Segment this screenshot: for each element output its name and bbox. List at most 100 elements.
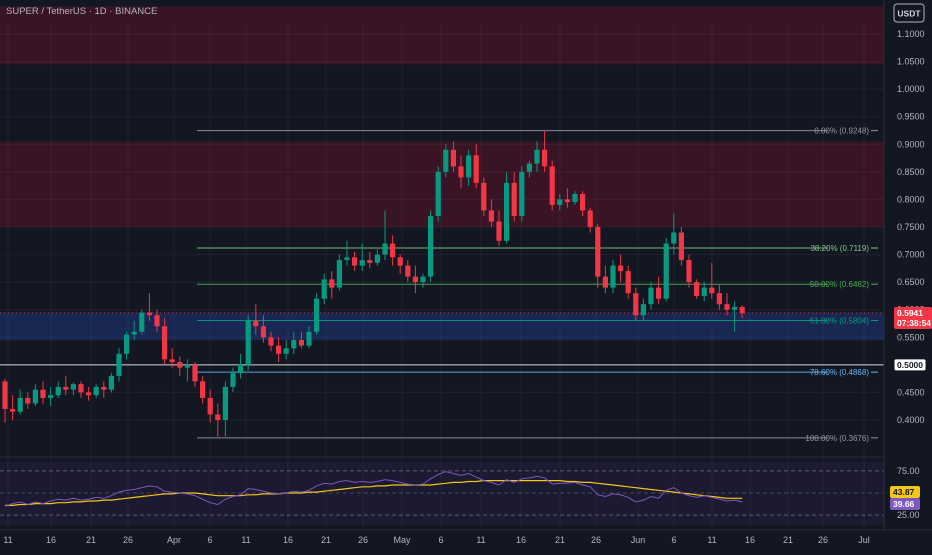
candle[interactable] [549,160,555,211]
candle[interactable] [169,348,175,368]
candle[interactable] [48,386,54,407]
candle[interactable] [466,149,472,186]
candle[interactable] [602,265,608,294]
candle[interactable] [238,353,244,379]
candle[interactable] [359,243,365,272]
candle[interactable] [694,279,700,299]
candle[interactable] [488,199,494,227]
candle[interactable] [473,144,479,189]
candle[interactable] [2,378,8,423]
symbol-title[interactable]: SUPER / TetherUS · 1D · BINANCE [6,6,157,17]
candle[interactable] [200,375,206,404]
candle[interactable] [283,340,289,360]
candle[interactable] [17,389,23,415]
candle[interactable] [101,381,107,398]
price-axis[interactable] [884,0,932,550]
candle[interactable] [542,130,548,172]
candle[interactable] [93,384,99,398]
candle[interactable] [709,262,715,299]
candle[interactable] [70,382,76,396]
candle[interactable] [420,273,426,288]
candle[interactable] [215,403,221,437]
candle[interactable] [534,141,540,172]
candle[interactable] [124,331,130,360]
time-axis[interactable] [0,530,932,550]
candle[interactable] [207,389,213,423]
candle[interactable] [618,254,624,283]
candle[interactable] [55,381,61,398]
candle[interactable] [739,305,745,318]
candle[interactable] [390,235,396,266]
candle[interactable] [314,293,320,335]
candle[interactable] [504,171,510,244]
candle[interactable] [108,373,114,393]
candle[interactable] [557,193,563,211]
candle[interactable] [86,386,92,401]
candle[interactable] [671,213,677,255]
candle[interactable] [25,392,31,409]
candle[interactable] [32,384,38,407]
candle[interactable] [192,362,198,387]
candle[interactable] [230,367,236,393]
candle[interactable] [222,381,228,437]
candle[interactable] [732,301,738,332]
candle[interactable] [686,254,692,288]
candle[interactable] [496,210,502,247]
candle[interactable] [344,240,350,266]
candle[interactable] [435,166,441,222]
candle[interactable] [572,191,578,205]
candle[interactable] [298,331,304,349]
candle[interactable] [716,284,722,310]
candle[interactable] [154,309,160,332]
candle[interactable] [146,293,152,321]
candle[interactable] [78,381,84,398]
candle[interactable] [253,304,259,335]
candle[interactable] [374,249,380,266]
candle[interactable] [633,287,639,321]
candle[interactable] [184,359,190,382]
currency-button[interactable]: USDT [893,3,925,23]
candle[interactable] [139,309,145,335]
candle[interactable] [306,326,312,349]
candle[interactable] [291,331,297,354]
candle[interactable] [656,276,662,305]
candle[interactable] [724,293,730,316]
candle[interactable] [443,144,449,178]
candle[interactable] [336,254,342,291]
candle[interactable] [640,298,646,321]
candle[interactable] [587,207,593,233]
candle[interactable] [382,210,388,261]
candle[interactable] [177,356,183,376]
candle[interactable] [63,375,69,396]
candle[interactable] [663,238,669,302]
candle[interactable] [595,224,601,288]
candle[interactable] [580,191,586,216]
candle[interactable] [352,251,358,272]
candle[interactable] [701,282,707,302]
candle[interactable] [116,348,122,382]
candle[interactable] [10,395,16,420]
candle[interactable] [481,177,487,216]
candle[interactable] [321,273,327,305]
candle[interactable] [450,141,456,172]
candle[interactable] [329,271,335,299]
candle[interactable] [625,265,631,299]
candle[interactable] [260,315,266,343]
candle[interactable] [678,227,684,266]
candle[interactable] [564,188,570,208]
candle[interactable] [526,160,532,178]
candle[interactable] [458,155,464,189]
candle[interactable] [131,320,137,341]
candle[interactable] [405,260,411,283]
candle[interactable] [268,331,274,352]
candle[interactable] [40,381,46,404]
candle[interactable] [519,166,525,222]
candle[interactable] [511,171,517,222]
candle[interactable] [162,317,168,365]
candle[interactable] [276,337,282,363]
candle[interactable] [245,315,251,371]
candle[interactable] [397,254,403,274]
candle[interactable] [610,260,616,294]
candle[interactable] [367,251,373,269]
